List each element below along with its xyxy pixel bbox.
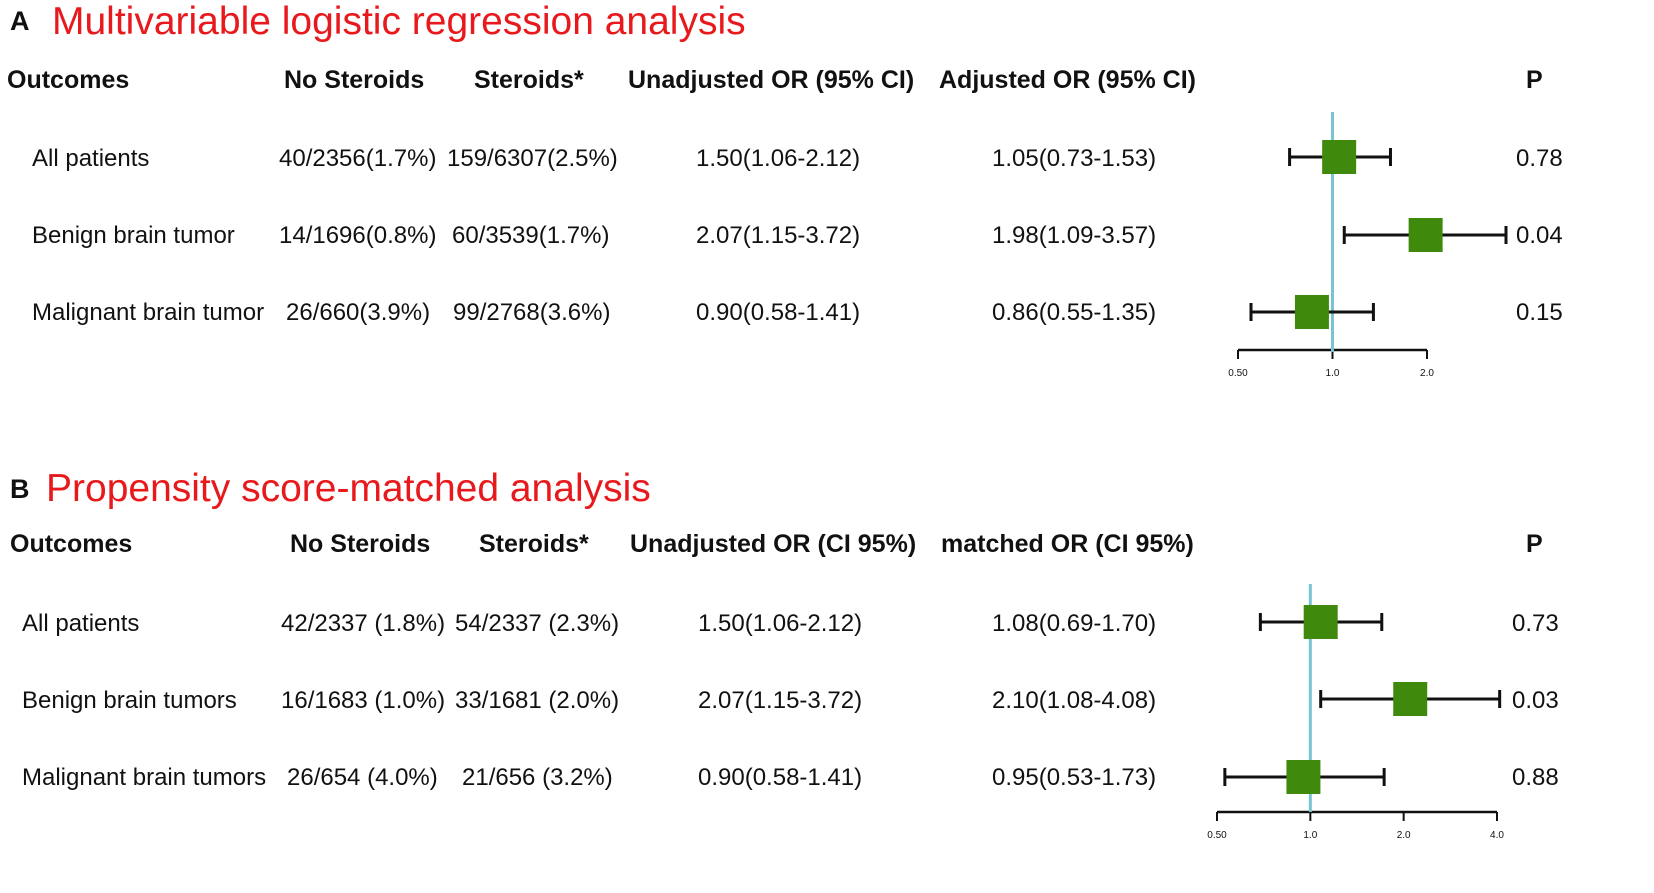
row-matched-or: 1.08(0.69-1.70) [992,610,1157,637]
row-outcome: Malignant brain tumor [32,299,265,326]
header-outcomes: Outcomes [7,66,130,94]
or-point-marker [1303,605,1338,639]
row-unadjusted-or: 0.90(0.58-1.41) [696,299,861,326]
header-steroids: Steroids* [479,530,589,558]
panel-b: B Propensity score-matched analysis Outc… [0,467,1654,893]
row-no-steroids: 14/1696(0.8%) [279,222,437,249]
row-unadjusted-or: 0.90(0.58-1.41) [698,764,863,791]
row-p-value: 0.15 [1516,299,1563,326]
row-matched-or: 0.95(0.53-1.73) [992,764,1157,791]
row-unadjusted-or: 2.07(1.15-3.72) [698,687,863,714]
panel-letter: A [10,6,30,36]
row-outcome: Malignant brain tumors [22,764,267,791]
header-matched-or: matched OR (CI 95%) [941,530,1194,558]
header-p: P [1526,66,1543,94]
x-axis-tick-label: 2.0 [1397,830,1411,841]
row-no-steroids: 16/1683 (1.0%) [281,687,446,714]
or-point-marker [1286,760,1321,794]
row-outcome: All patients [22,610,140,637]
row-steroids: 54/2337 (2.3%) [455,610,620,637]
row-unadjusted-or: 2.07(1.15-3.72) [696,222,861,249]
row-no-steroids: 26/660(3.9%) [286,299,431,326]
x-axis-tick-label: 0.50 [1228,368,1248,379]
row-steroids: 99/2768(3.6%) [453,299,611,326]
header-adjusted-or: Adjusted OR (95% CI) [939,66,1196,94]
header-unadjusted-or: Unadjusted OR (CI 95%) [630,530,917,558]
row-no-steroids: 42/2337 (1.8%) [281,610,446,637]
x-axis-tick-label: 4.0 [1490,830,1504,841]
or-point-marker [1408,218,1443,252]
row-adjusted-or: 0.86(0.55-1.35) [992,299,1157,326]
x-axis-tick-label: 1.0 [1326,368,1340,379]
row-p-value: 0.04 [1516,222,1563,249]
row-outcome: All patients [32,145,150,172]
or-point-marker [1393,682,1428,716]
x-axis-tick-label: 0.50 [1207,830,1227,841]
row-outcome: Benign brain tumor [32,222,235,249]
row-p-value: 0.78 [1516,145,1563,172]
row-unadjusted-or: 1.50(1.06-2.12) [698,610,863,637]
row-steroids: 159/6307(2.5%) [447,145,618,172]
row-outcome: Benign brain tumors [22,687,237,714]
header-p: P [1526,530,1543,558]
panel-a: A Multivariable logistic regression anal… [0,0,1654,440]
panel-title: Propensity score-matched analysis [46,467,651,510]
row-p-value: 0.88 [1512,764,1559,791]
header-no-steroids: No Steroids [290,530,431,558]
or-point-marker [1294,295,1329,329]
row-adjusted-or: 1.98(1.09-3.57) [992,222,1157,249]
header-steroids: Steroids* [474,66,584,94]
row-no-steroids: 40/2356(1.7%) [279,145,437,172]
row-no-steroids: 26/654 (4.0%) [287,764,438,791]
header-outcomes: Outcomes [10,530,133,558]
header-unadjusted-or: Unadjusted OR (95% CI) [628,66,915,94]
row-matched-or: 2.10(1.08-4.08) [992,687,1157,714]
row-p-value: 0.73 [1512,610,1559,637]
panel-letter: B [10,474,30,504]
row-steroids: 33/1681 (2.0%) [455,687,620,714]
x-axis-tick-label: 1.0 [1303,830,1317,841]
row-unadjusted-or: 1.50(1.06-2.12) [696,145,861,172]
row-p-value: 0.03 [1512,687,1559,714]
row-adjusted-or: 1.05(0.73-1.53) [992,145,1157,172]
row-steroids: 60/3539(1.7%) [452,222,610,249]
x-axis-tick-label: 2.0 [1420,368,1434,379]
header-no-steroids: No Steroids [284,66,425,94]
panel-title: Multivariable logistic regression analys… [52,0,746,43]
row-steroids: 21/656 (3.2%) [462,764,613,791]
or-point-marker [1322,140,1357,174]
